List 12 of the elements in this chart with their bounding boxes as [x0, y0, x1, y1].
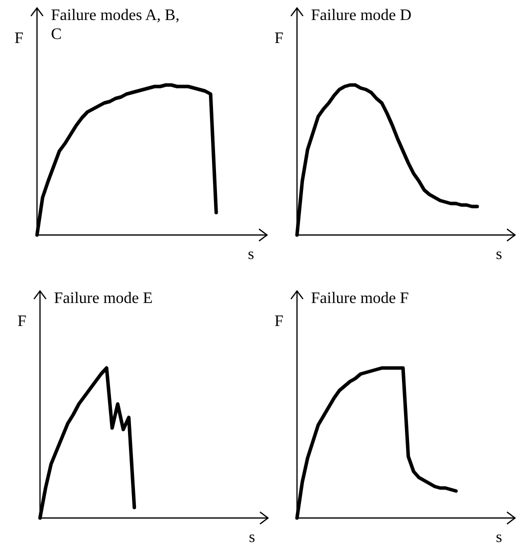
x-axis-title: s	[248, 529, 256, 543]
x-axis-title: s	[248, 246, 254, 263]
y-axis-title: F	[274, 313, 284, 330]
chart-title: Failure mode E	[54, 290, 153, 307]
y-axis-title: F	[18, 313, 27, 330]
y-axis-title: F	[14, 30, 24, 47]
x-axis-title: s	[496, 246, 502, 263]
x-axis-title: s	[496, 529, 502, 543]
y-axis-title: F	[274, 30, 284, 47]
chart-title: Failure mode D	[311, 7, 412, 24]
chart-title: Failure mode F	[311, 290, 409, 307]
chart-title: Failure modes A, B, C	[51, 7, 180, 43]
